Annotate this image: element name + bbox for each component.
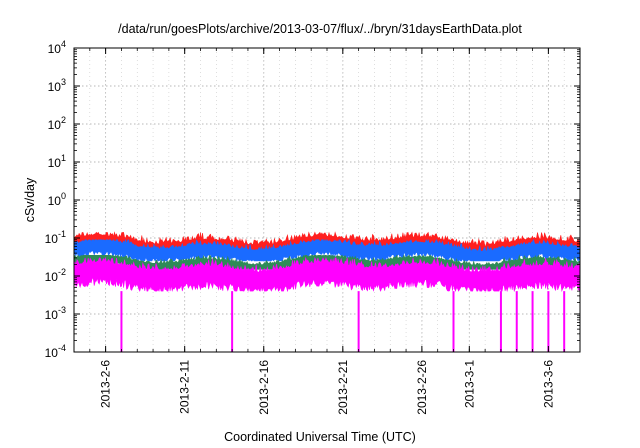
- x-tick-label: 2013-2-6: [99, 360, 113, 408]
- grid: [74, 47, 580, 353]
- x-tick-label: 2013-2-11: [178, 360, 192, 414]
- y-tick-label: 10-1: [45, 229, 66, 246]
- plot-area: [73, 231, 581, 352]
- y-tick-label: 10-2: [45, 267, 66, 284]
- x-axis-label: Coordinated Universal Time (UTC): [224, 430, 416, 444]
- x-tick-label: 2013-2-26: [415, 360, 429, 415]
- x-tick-label: 2013-2-21: [336, 360, 350, 415]
- y-tick-label: 100: [48, 191, 66, 208]
- y-tick-label: 10-4: [45, 343, 66, 360]
- chart-title: /data/run/goesPlots/archive/2013-03-07/f…: [118, 22, 522, 36]
- y-tick-label: 102: [48, 115, 66, 132]
- x-tick-label: 2013-2-16: [257, 360, 271, 415]
- y-tick-label: 103: [48, 77, 66, 94]
- y-tick-label: 10-3: [45, 305, 66, 322]
- axes: 10-4 10-3 10-2 10-1 100 101 102 103 104 2013-2-6 2…: [45, 39, 581, 415]
- x-tick-label: 2013-3-1: [462, 360, 476, 408]
- y-tick-label: 101: [48, 153, 66, 170]
- y-tick-label: 104: [48, 39, 66, 56]
- x-tick-label: 2013-3-6: [541, 360, 555, 408]
